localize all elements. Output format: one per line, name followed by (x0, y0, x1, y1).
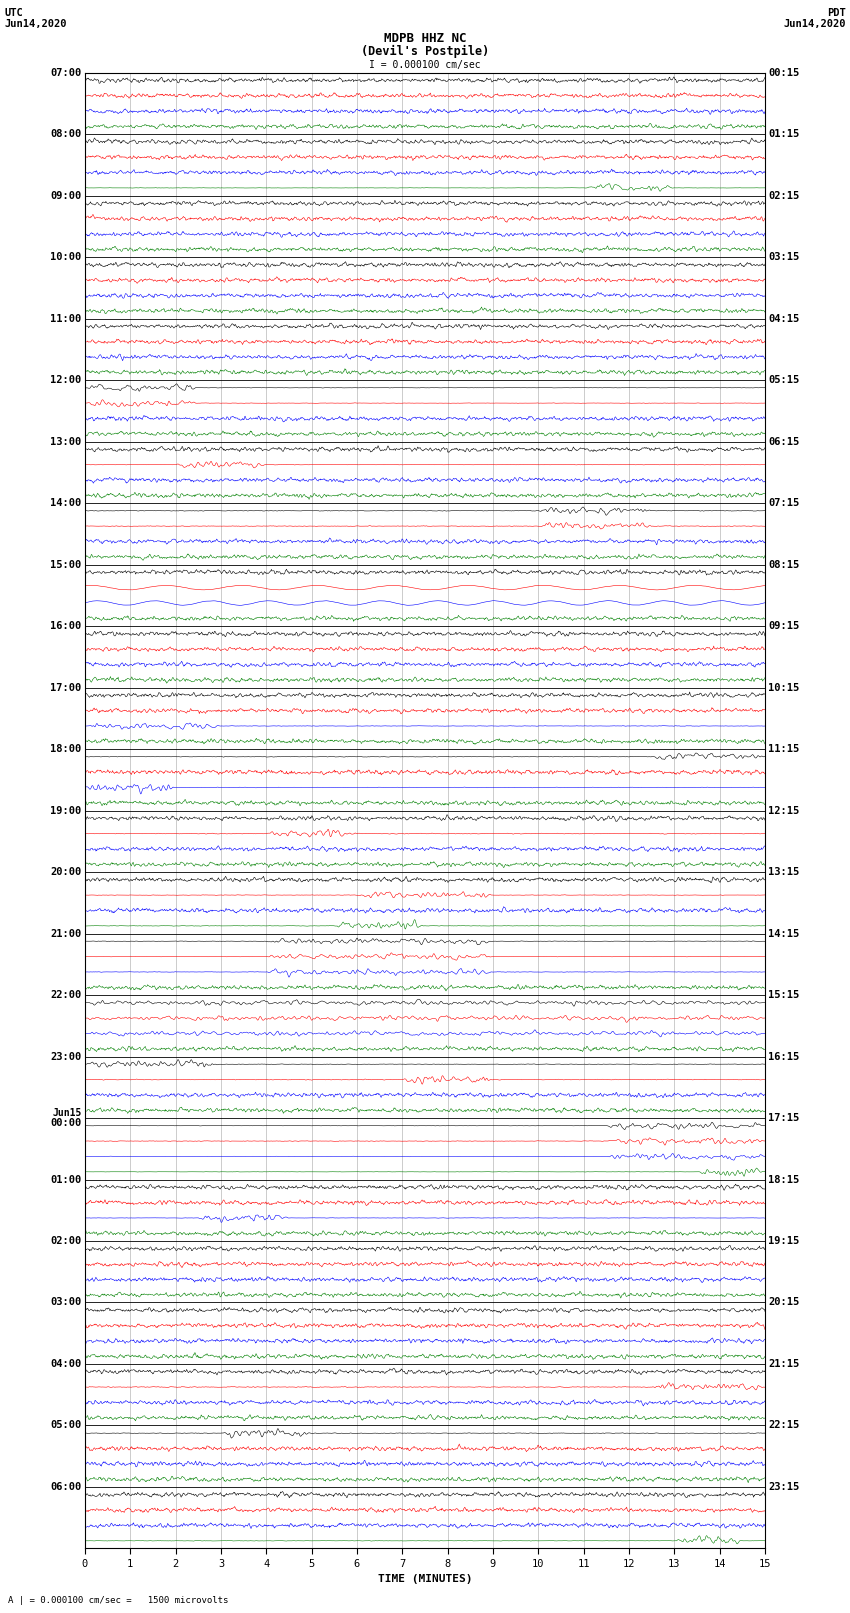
Text: 11:15: 11:15 (768, 744, 800, 753)
Text: 20:00: 20:00 (50, 868, 82, 877)
Text: 13:15: 13:15 (768, 868, 800, 877)
Text: 13:00: 13:00 (50, 437, 82, 447)
Text: I = 0.000100 cm/sec: I = 0.000100 cm/sec (369, 60, 481, 69)
Text: 10:00: 10:00 (50, 252, 82, 261)
Text: 12:15: 12:15 (768, 805, 800, 816)
Text: 16:00: 16:00 (50, 621, 82, 631)
Text: 12:00: 12:00 (50, 376, 82, 386)
Text: 14:00: 14:00 (50, 498, 82, 508)
Text: 08:15: 08:15 (768, 560, 800, 569)
Text: PDT: PDT (827, 8, 846, 18)
Text: 23:00: 23:00 (50, 1052, 82, 1061)
X-axis label: TIME (MINUTES): TIME (MINUTES) (377, 1574, 473, 1584)
Text: 06:15: 06:15 (768, 437, 800, 447)
Text: 23:15: 23:15 (768, 1482, 800, 1492)
Text: 10:15: 10:15 (768, 682, 800, 692)
Text: 18:00: 18:00 (50, 744, 82, 753)
Text: 00:15: 00:15 (768, 68, 800, 77)
Text: Jun15: Jun15 (52, 1108, 82, 1118)
Text: 21:00: 21:00 (50, 929, 82, 939)
Text: 03:15: 03:15 (768, 252, 800, 261)
Text: Jun14,2020: Jun14,2020 (4, 19, 67, 29)
Text: 07:00: 07:00 (50, 68, 82, 77)
Text: 04:15: 04:15 (768, 313, 800, 324)
Text: 22:00: 22:00 (50, 990, 82, 1000)
Text: 22:15: 22:15 (768, 1421, 800, 1431)
Text: 03:00: 03:00 (50, 1297, 82, 1308)
Text: MDPB HHZ NC: MDPB HHZ NC (383, 32, 467, 45)
Text: 17:15: 17:15 (768, 1113, 800, 1123)
Text: 08:00: 08:00 (50, 129, 82, 139)
Text: 19:00: 19:00 (50, 805, 82, 816)
Text: 16:15: 16:15 (768, 1052, 800, 1061)
Text: 07:15: 07:15 (768, 498, 800, 508)
Text: 18:15: 18:15 (768, 1174, 800, 1184)
Text: 00:00: 00:00 (50, 1118, 82, 1127)
Text: A | = 0.000100 cm/sec =   1500 microvolts: A | = 0.000100 cm/sec = 1500 microvolts (8, 1595, 229, 1605)
Text: 20:15: 20:15 (768, 1297, 800, 1308)
Text: 09:00: 09:00 (50, 190, 82, 200)
Text: 01:15: 01:15 (768, 129, 800, 139)
Text: 17:00: 17:00 (50, 682, 82, 692)
Text: 19:15: 19:15 (768, 1236, 800, 1245)
Text: (Devil's Postpile): (Devil's Postpile) (361, 45, 489, 58)
Text: 01:00: 01:00 (50, 1174, 82, 1184)
Text: 21:15: 21:15 (768, 1360, 800, 1369)
Text: 05:15: 05:15 (768, 376, 800, 386)
Text: UTC: UTC (4, 8, 23, 18)
Text: Jun14,2020: Jun14,2020 (783, 19, 846, 29)
Text: 06:00: 06:00 (50, 1482, 82, 1492)
Text: 15:00: 15:00 (50, 560, 82, 569)
Text: 02:00: 02:00 (50, 1236, 82, 1245)
Text: 05:00: 05:00 (50, 1421, 82, 1431)
Text: 14:15: 14:15 (768, 929, 800, 939)
Text: 02:15: 02:15 (768, 190, 800, 200)
Text: 09:15: 09:15 (768, 621, 800, 631)
Text: 15:15: 15:15 (768, 990, 800, 1000)
Text: 04:00: 04:00 (50, 1360, 82, 1369)
Text: 11:00: 11:00 (50, 313, 82, 324)
